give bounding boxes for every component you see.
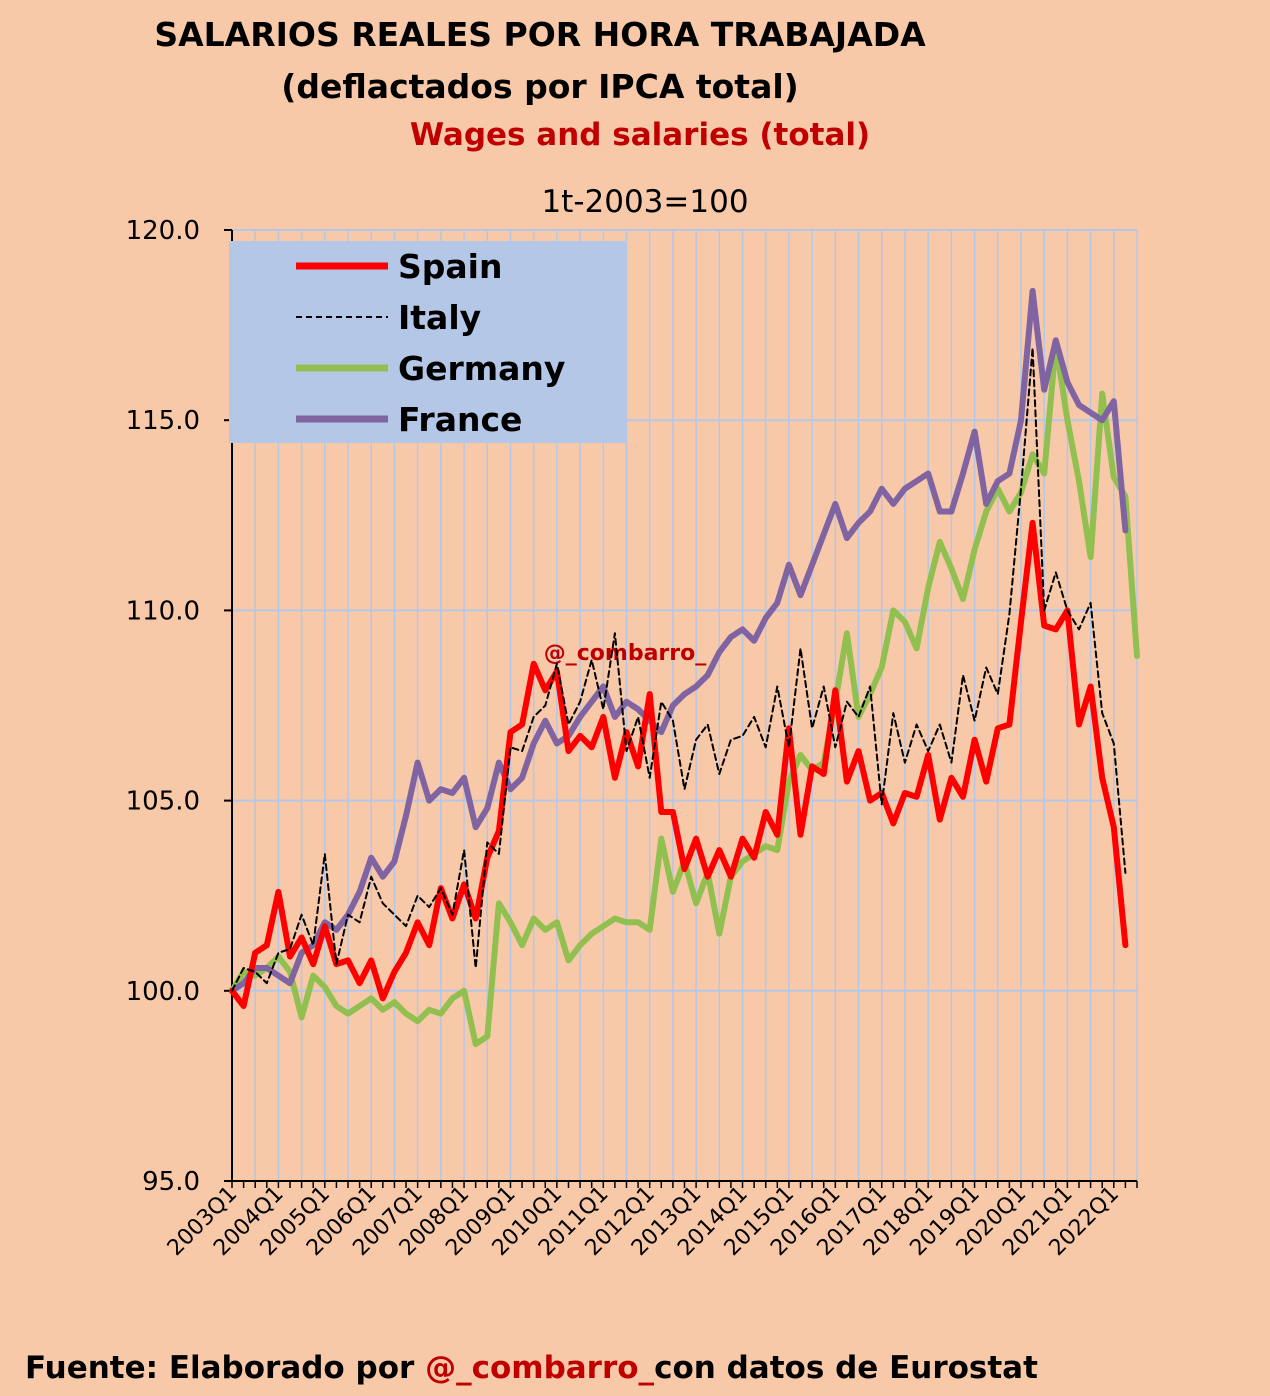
- y-tick-label: 100.0: [126, 977, 200, 1007]
- legend-label-france: France: [398, 400, 522, 439]
- legend-label-spain: Spain: [398, 247, 502, 286]
- source-handle: @_combarro_: [425, 1350, 654, 1386]
- base-label: 1t-2003=100: [541, 184, 748, 220]
- series-line-france: [229, 287, 1129, 994]
- chart-title-line-2: (deflactados por IPCA total): [281, 67, 799, 106]
- chart-subtitle: Wages and salaries (total): [410, 117, 870, 153]
- series-lines: [229, 287, 1140, 1048]
- y-tick-label: 105.0: [126, 787, 200, 817]
- y-tick-label: 110.0: [126, 596, 200, 626]
- y-tick-label: 95.0: [142, 1167, 200, 1197]
- legend: Spain Italy Germany France: [229, 241, 627, 443]
- y-axis-ticks: 95.0 100.0 105.0 110.0 115.0 120.0: [126, 216, 232, 1197]
- source-note: Fuente: Elaborado por @_combarro_con dat…: [25, 1350, 1038, 1386]
- chart-title-line-1: SALARIOS REALES POR HORA TRABAJADA: [154, 15, 926, 54]
- watermark: @_combarro_: [544, 641, 707, 666]
- source-suffix: con datos de Eurostat: [654, 1350, 1038, 1386]
- legend-label-germany: Germany: [398, 349, 565, 388]
- x-axis-ticks: 2003Q12004Q12005Q12006Q12007Q12008Q12009…: [163, 1181, 1138, 1261]
- series-line-spain: [229, 519, 1129, 1009]
- source-prefix: Fuente: Elaborado por: [25, 1350, 425, 1386]
- y-tick-label: 115.0: [126, 406, 200, 436]
- y-tick-label: 120.0: [126, 216, 200, 246]
- series-line-italy: [231, 346, 1127, 992]
- legend-label-italy: Italy: [398, 298, 481, 337]
- legend-box: [229, 241, 627, 443]
